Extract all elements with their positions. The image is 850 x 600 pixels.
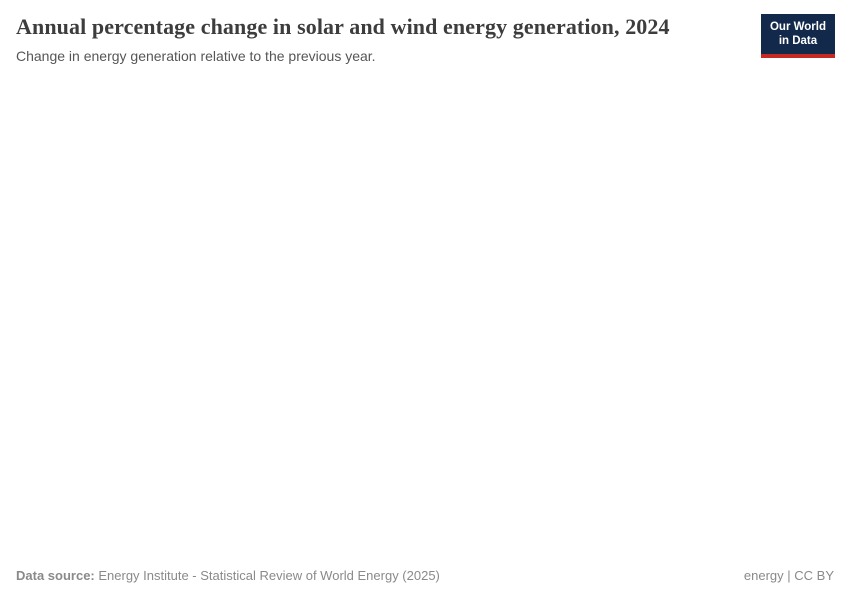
chart-subtitle: Change in energy generation relative to … [16, 48, 376, 65]
chart-title: Annual percentage change in solar and wi… [16, 14, 670, 39]
plot-area-empty [0, 65, 850, 569]
data-source-text: Energy Institute - Statistical Review of… [94, 568, 440, 584]
data-source-line: Data source: Energy Institute - Statisti… [16, 568, 440, 584]
owid-logo[interactable]: Our World in Data [760, 14, 835, 59]
chart-header: Annual percentage change in solar and wi… [0, 0, 850, 66]
header-text-block: Annual percentage change in solar and wi… [16, 14, 761, 66]
license-text: energy | CC BY [743, 568, 834, 584]
owid-logo-line2: in Data [778, 34, 818, 47]
owid-logo-line1: Our World [769, 21, 826, 33]
data-source-label: Data source: [16, 568, 95, 584]
chart-footer: Data source: Energy Institute - Statisti… [0, 568, 850, 600]
